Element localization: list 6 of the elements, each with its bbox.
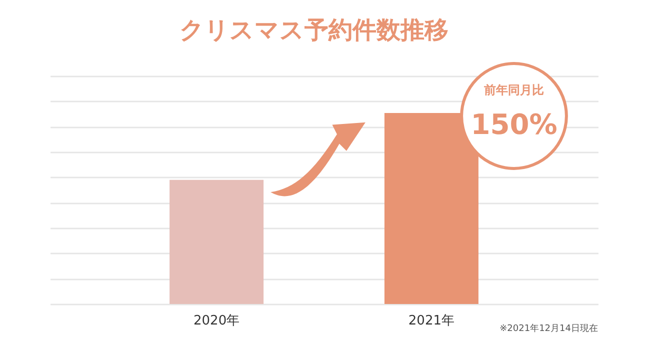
annotation: 150% <box>470 108 558 141</box>
text: 前年同月比 <box>483 83 544 97</box>
text: ※2021年12月14日現在 <box>500 323 598 334</box>
chart-title: クリスマス予約件数推移 <box>180 16 448 44</box>
x-tick-label: 2020年 <box>194 314 240 328</box>
x-tick-label: 2021年 <box>408 314 454 328</box>
